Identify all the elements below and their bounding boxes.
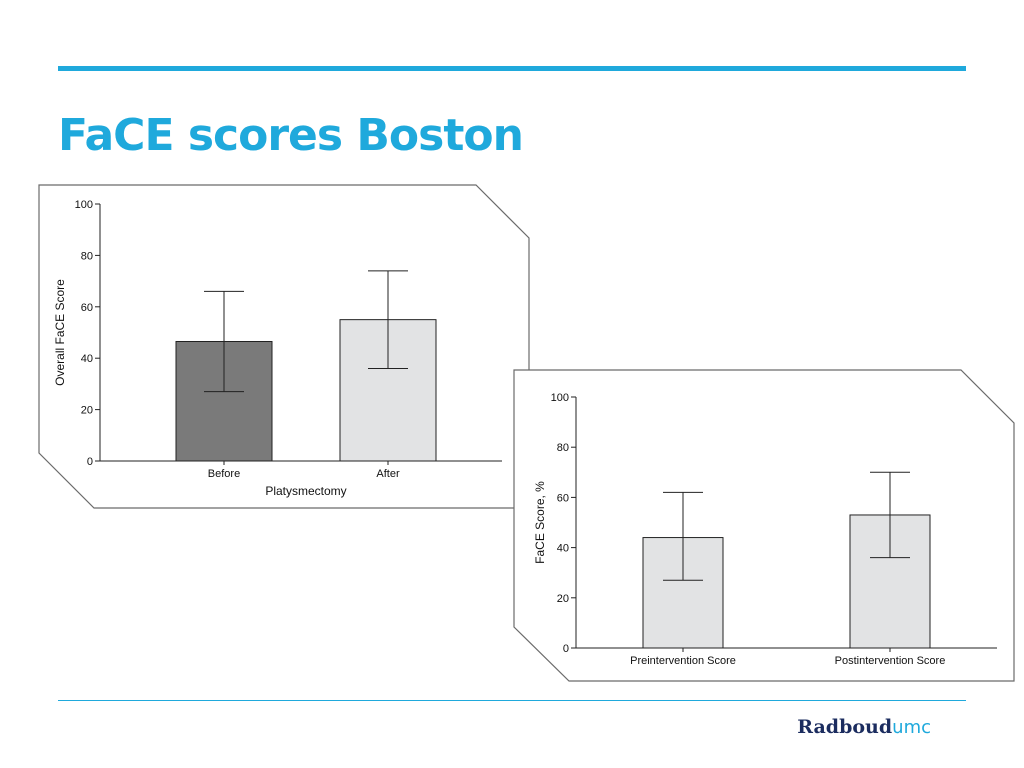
y-tick-label: 100 <box>551 392 569 404</box>
y-axis-title: Overall FaCE Score <box>53 279 67 386</box>
y-tick-label: 80 <box>557 442 569 454</box>
logo-text-umc: umc <box>892 717 931 738</box>
slide-title: FaCE scores Boston <box>58 110 524 161</box>
chart-platysmectomy: 0 20 40 60 80 100 Before After Platysmectomy Over… <box>53 199 502 498</box>
chart-frame <box>38 184 530 509</box>
bottom-accent-rule <box>58 700 966 701</box>
x-axis-title: Platysmectomy <box>265 484 346 498</box>
y-tick-label: 60 <box>81 302 93 314</box>
y-tick-label: 40 <box>81 353 93 365</box>
y-tick-label: 60 <box>557 492 569 504</box>
y-tick-label: 100 <box>75 199 93 211</box>
y-axis-title: FaCE Score, % <box>533 481 547 564</box>
x-category-label: Postintervention Score <box>835 655 946 667</box>
chart-intervention: 0 20 40 60 80 100 Preintervention Score Postint… <box>533 392 997 667</box>
y-tick-label: 20 <box>81 405 93 417</box>
y-tick-label: 80 <box>81 250 93 262</box>
x-category-label: After <box>376 468 400 480</box>
radboudumc-logo: Radboudumc <box>797 716 931 738</box>
y-tick-label: 0 <box>563 643 569 655</box>
chart-panel-intervention: 0 20 40 60 80 100 Preintervention Score Postint… <box>513 369 1015 682</box>
x-category-label: Preintervention Score <box>630 655 736 667</box>
x-category-label: Before <box>208 468 240 480</box>
bar <box>642 537 724 649</box>
y-tick-label: 0 <box>87 456 93 468</box>
top-accent-rule <box>58 66 966 71</box>
logo-text-radboud: Radboud <box>797 716 893 738</box>
y-tick-label: 40 <box>557 543 569 555</box>
chart-panel-platysmectomy: 0 20 40 60 80 100 Before After Platysmectomy Over… <box>38 184 530 509</box>
chart-frame <box>513 369 1015 682</box>
y-tick-label: 20 <box>557 593 569 605</box>
